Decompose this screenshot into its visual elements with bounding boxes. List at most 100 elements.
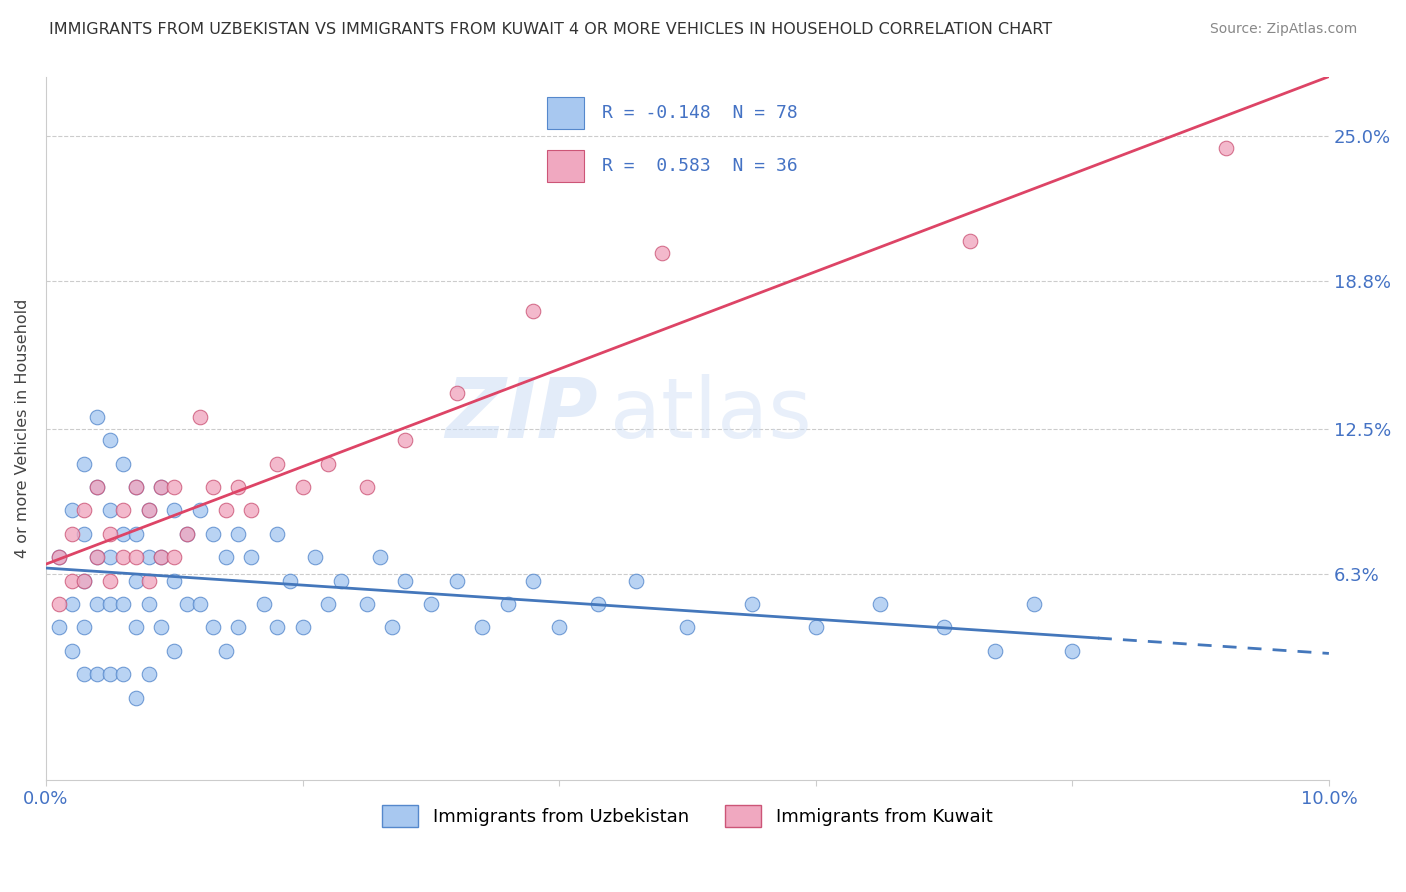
Point [73, 574, 96, 588]
Point [138, 667, 160, 681]
Point [266, 457, 288, 471]
Point [330, 574, 353, 588]
Point [869, 597, 891, 611]
Point [228, 480, 250, 494]
Point [163, 644, 186, 658]
Point [278, 574, 301, 588]
Point [676, 620, 699, 634]
Point [356, 597, 378, 611]
Point [201, 526, 224, 541]
Point [125, 620, 148, 634]
Point [150, 480, 173, 494]
Point [111, 597, 134, 611]
Point [163, 503, 186, 517]
Point [138, 597, 160, 611]
Point [419, 597, 441, 611]
Point [73, 526, 96, 541]
Point [150, 550, 173, 565]
Point [176, 597, 198, 611]
Point [240, 550, 263, 565]
Point [86, 550, 108, 565]
Point [984, 644, 1007, 658]
Text: IMMIGRANTS FROM UZBEKISTAN VS IMMIGRANTS FROM KUWAIT 4 OR MORE VEHICLES IN HOUSE: IMMIGRANTS FROM UZBEKISTAN VS IMMIGRANTS… [49, 22, 1052, 37]
Point [804, 620, 827, 634]
Point [60, 644, 83, 658]
Point [86, 550, 108, 565]
Point [214, 550, 236, 565]
Text: R =  0.583  N = 36: R = 0.583 N = 36 [602, 157, 799, 175]
Point [138, 550, 160, 565]
Point [188, 597, 211, 611]
Point [150, 480, 173, 494]
Point [111, 667, 134, 681]
Point [291, 620, 314, 634]
Point [111, 550, 134, 565]
Point [266, 526, 288, 541]
Point [60, 503, 83, 517]
Point [150, 550, 173, 565]
Point [188, 409, 211, 424]
Point [624, 574, 647, 588]
Point [150, 620, 173, 634]
Point [471, 620, 494, 634]
Point [368, 550, 391, 565]
Point [111, 503, 134, 517]
Point [86, 597, 108, 611]
Point [381, 620, 404, 634]
Point [73, 667, 96, 681]
Point [125, 550, 148, 565]
Point [111, 457, 134, 471]
Point [496, 597, 519, 611]
Point [316, 597, 339, 611]
Text: Source: ZipAtlas.com: Source: ZipAtlas.com [1209, 22, 1357, 37]
Point [356, 480, 378, 494]
Legend: Immigrants from Uzbekistan, Immigrants from Kuwait: Immigrants from Uzbekistan, Immigrants f… [375, 797, 1000, 834]
Point [291, 480, 314, 494]
Point [176, 526, 198, 541]
Point [446, 574, 468, 588]
Point [214, 503, 236, 517]
Point [1062, 644, 1084, 658]
Point [240, 503, 263, 517]
Point [98, 434, 121, 448]
Point [48, 550, 70, 565]
Point [201, 620, 224, 634]
Point [163, 574, 186, 588]
Point [138, 574, 160, 588]
Point [48, 597, 70, 611]
Point [304, 550, 326, 565]
Point [86, 480, 108, 494]
Point [446, 386, 468, 401]
Point [1215, 141, 1237, 155]
Point [48, 550, 70, 565]
Y-axis label: 4 or more Vehicles in Household: 4 or more Vehicles in Household [15, 299, 30, 558]
Bar [547, 96, 583, 129]
Point [60, 526, 83, 541]
Point [522, 304, 544, 318]
Point [394, 434, 416, 448]
Point [125, 574, 148, 588]
Point [138, 503, 160, 517]
Text: R = -0.148  N = 78: R = -0.148 N = 78 [602, 103, 799, 121]
Point [228, 526, 250, 541]
Point [86, 667, 108, 681]
Point [522, 574, 544, 588]
Point [188, 503, 211, 517]
Point [98, 667, 121, 681]
Point [125, 480, 148, 494]
Point [253, 597, 276, 611]
Point [394, 574, 416, 588]
Point [932, 620, 955, 634]
Point [73, 620, 96, 634]
Point [651, 246, 673, 260]
Point [138, 503, 160, 517]
Point [201, 480, 224, 494]
Point [125, 526, 148, 541]
Text: ZIP: ZIP [446, 374, 598, 455]
Point [98, 526, 121, 541]
Point [98, 550, 121, 565]
Point [98, 597, 121, 611]
Point [125, 480, 148, 494]
Point [586, 597, 609, 611]
Point [86, 409, 108, 424]
